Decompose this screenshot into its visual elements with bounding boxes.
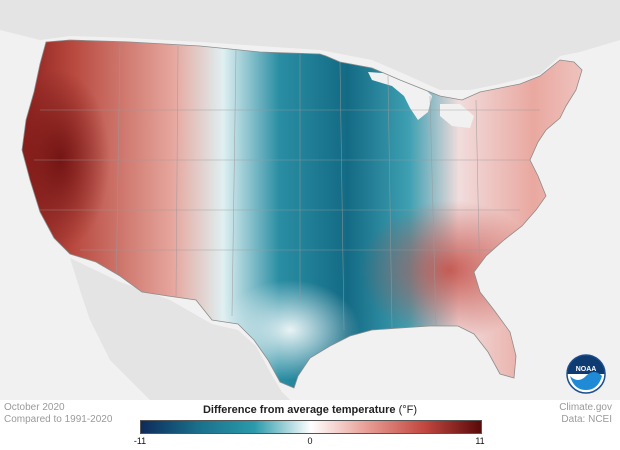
great-lakes	[368, 72, 474, 128]
map-credits: Climate.gov Data: NCEI	[559, 402, 612, 426]
mexico-landmass	[70, 258, 290, 400]
temperature-anomaly-map	[0, 0, 620, 400]
legend-unit: (°F)	[398, 404, 418, 416]
canada-landmass	[0, 0, 620, 90]
legend-color-bar	[140, 420, 482, 434]
legend-title-text: Difference from average temperature	[202, 404, 396, 416]
noaa-logo-text: NOAA	[576, 366, 597, 373]
noaa-logo: NOAA	[566, 354, 606, 394]
legend-mid-label: 0	[307, 436, 313, 446]
credit-data: Data: NCEI	[561, 414, 612, 425]
legend-min-label: -11	[133, 436, 147, 446]
credit-site: Climate.gov	[559, 402, 612, 413]
legend-max-label: 11	[475, 436, 485, 446]
period-label: October 2020	[4, 402, 65, 413]
map-caption: October 2020 Compared to 1991-2020	[4, 402, 112, 426]
legend-title: Difference from average temperature (°F)	[140, 404, 480, 416]
baseline-label: Compared to 1991-2020	[4, 414, 113, 425]
